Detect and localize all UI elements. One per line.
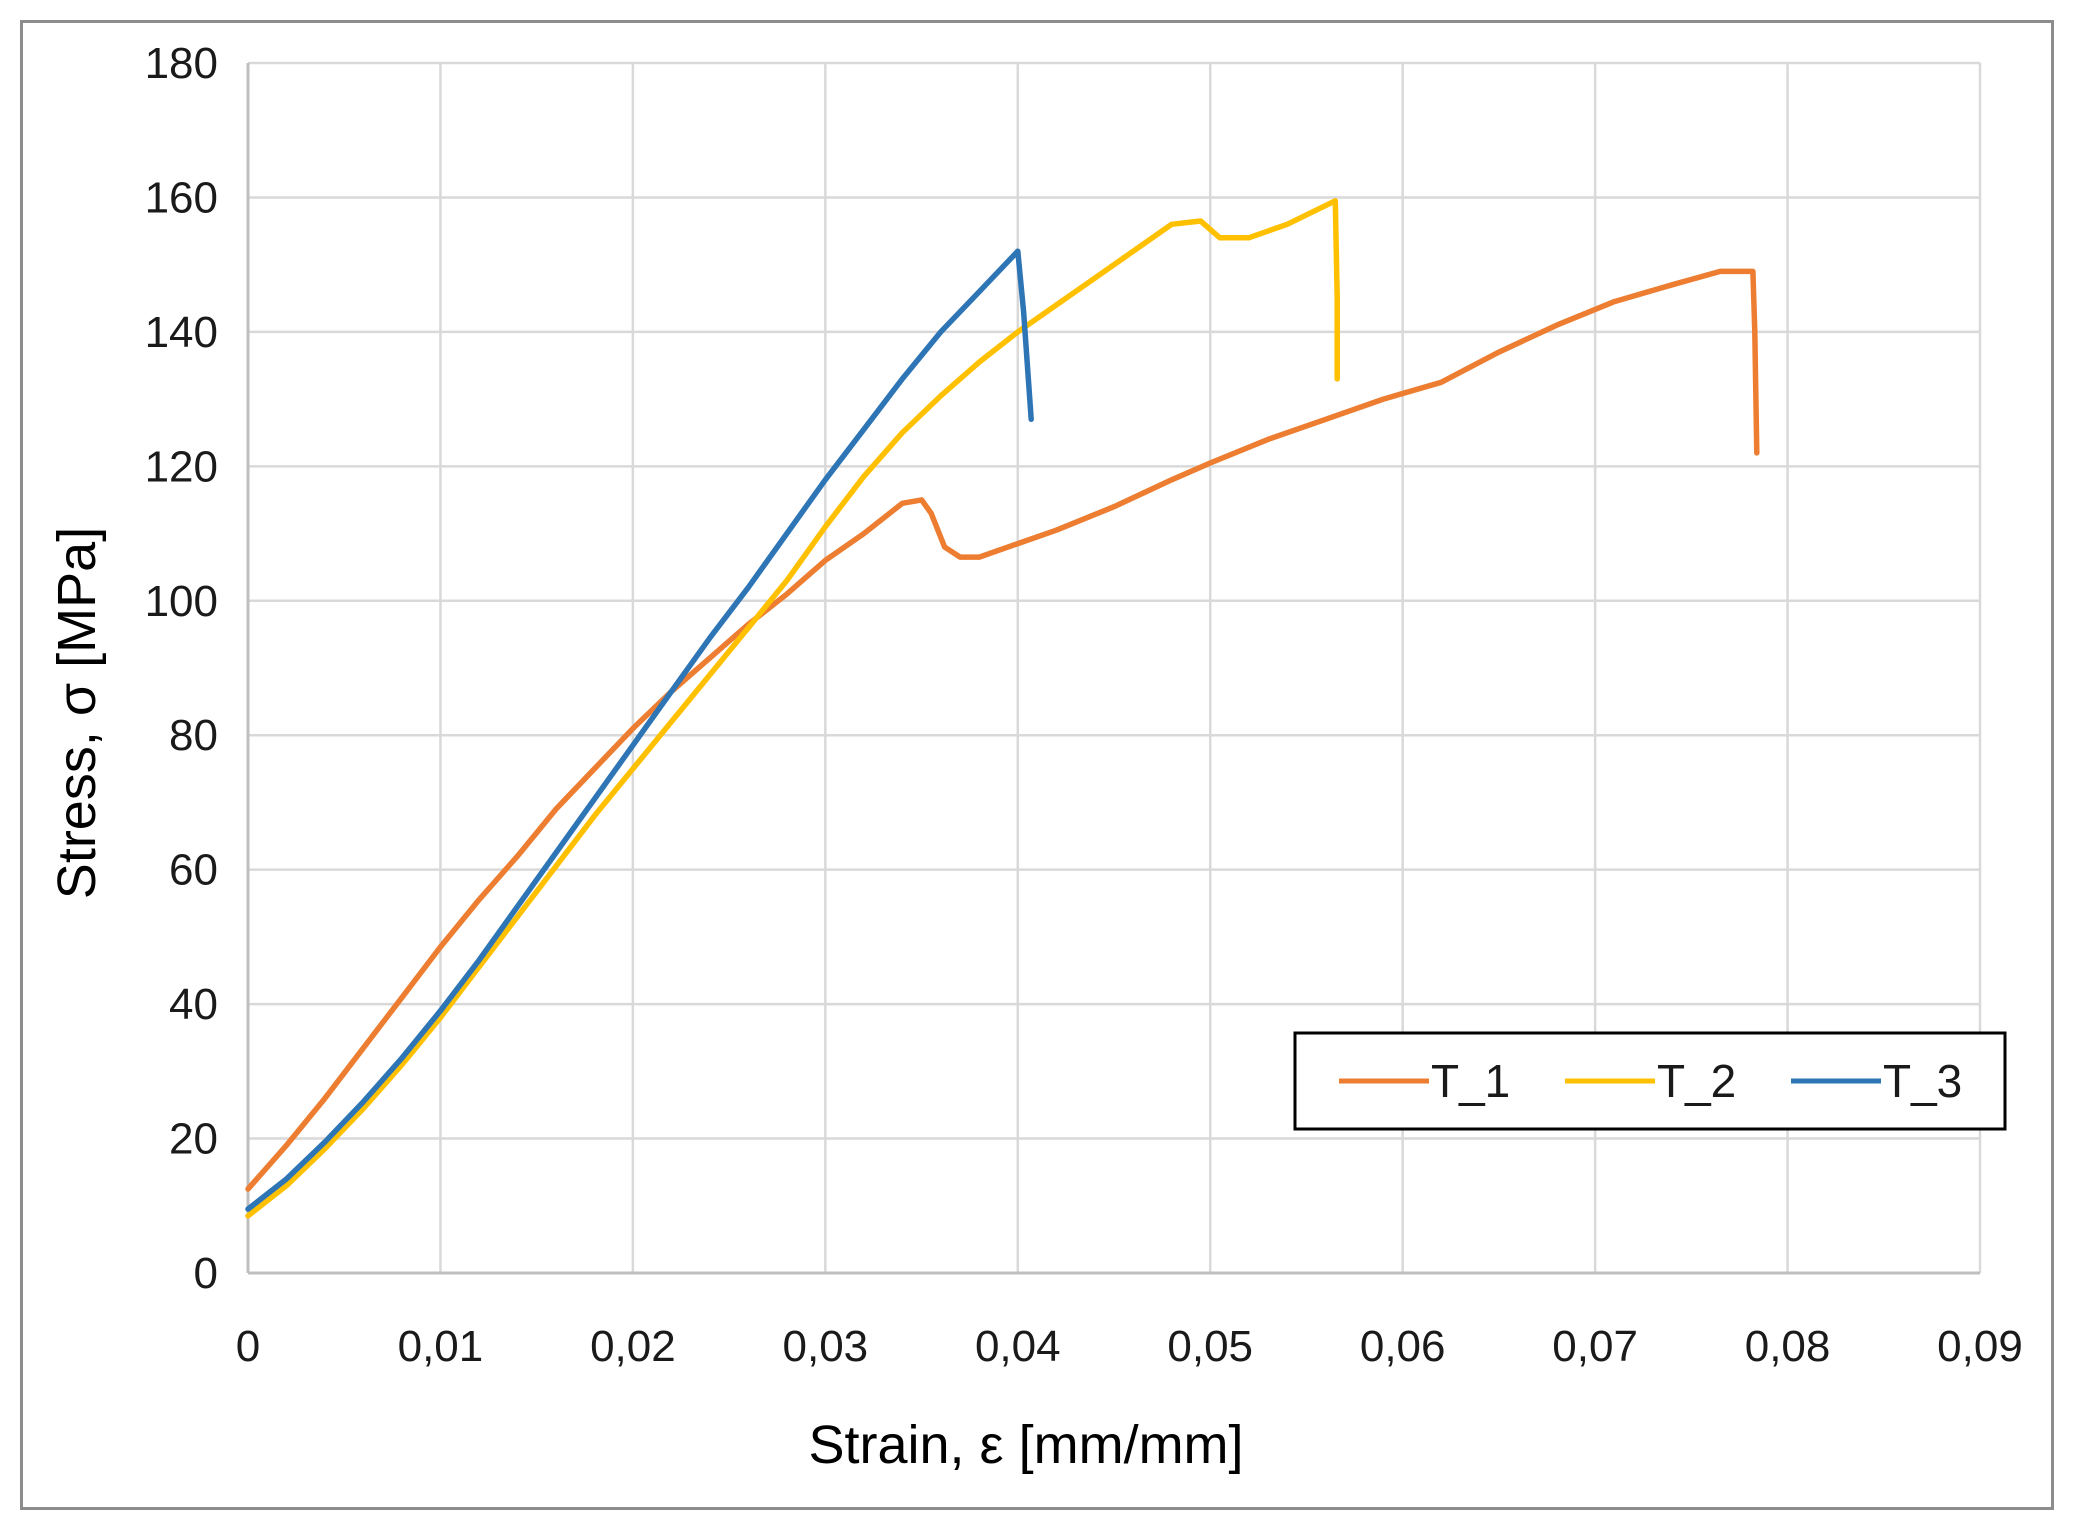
y-tick-label: 140 [145, 308, 218, 357]
x-tick-label: 0,07 [1552, 1322, 1638, 1371]
grid-layer [248, 61, 1982, 1273]
ticks-layer: 0 0,01 0,02 0,03 0,04 0,05 0,06 0,07 0,08 0,09 0 20… [145, 39, 2023, 1371]
legend-label-t3: T_3 [1883, 1055, 1962, 1107]
x-tick-label: 0,08 [1745, 1322, 1831, 1371]
chart-frame: 0 0,01 0,02 0,03 0,04 0,05 0,06 0,07 0,08 0,09 0 20… [20, 20, 2054, 1510]
x-tick-label: 0 [236, 1322, 260, 1371]
chart-svg: 0 0,01 0,02 0,03 0,04 0,05 0,06 0,07 0,08 0,09 0 20… [47, 39, 2023, 1475]
legend-label-t1: T_1 [1431, 1055, 1510, 1107]
y-tick-label: 80 [169, 711, 218, 760]
y-tick-label: 0 [194, 1249, 218, 1298]
legend: T_1 T_2 T_3 [1293, 1031, 2007, 1131]
y-tick-label: 100 [145, 577, 218, 626]
x-tick-label: 0,05 [1167, 1322, 1253, 1371]
x-tick-label: 0,09 [1937, 1322, 2023, 1371]
x-axis-title: Strain, ε [mm/mm] [808, 1415, 1243, 1475]
series-line-t-2 [245, 198, 1340, 1219]
y-tick-label: 60 [169, 846, 218, 895]
x-tick-label: 0,06 [1360, 1322, 1446, 1371]
y-tick-label: 20 [169, 1115, 218, 1164]
y-tick-label: 180 [145, 39, 218, 88]
x-tick-label: 0,03 [783, 1322, 869, 1371]
y-tick-label: 160 [145, 173, 218, 222]
y-tick-label: 120 [145, 442, 218, 491]
x-tick-label: 0,01 [398, 1322, 484, 1371]
x-tick-label: 0,02 [590, 1322, 676, 1371]
series-line-t-3 [245, 248, 1034, 1212]
axis-layer [246, 63, 1980, 1275]
y-axis-title: Stress, σ [MPa] [47, 527, 107, 899]
series-layer [245, 198, 1760, 1219]
y-tick-label: 40 [169, 980, 218, 1029]
x-tick-label: 0,04 [975, 1322, 1061, 1371]
legend-label-t2: T_2 [1657, 1055, 1736, 1107]
series-line-t-1 [245, 268, 1760, 1192]
